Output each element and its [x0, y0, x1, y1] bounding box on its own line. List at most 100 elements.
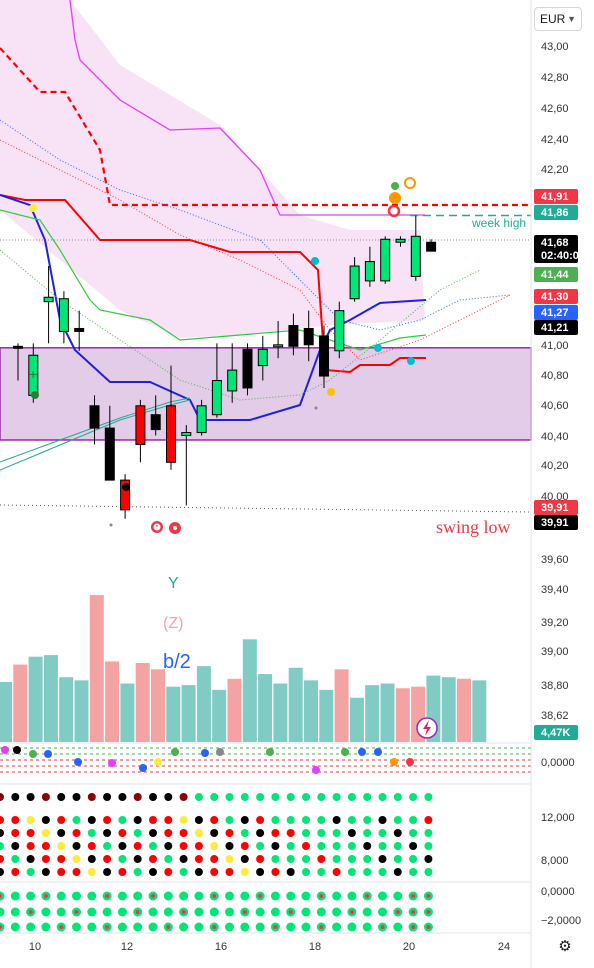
swing-low-line	[0, 504, 532, 513]
volume-bar	[0, 681, 12, 742]
candle-body	[380, 238, 391, 282]
pane2-signal-dot	[41, 829, 50, 837]
volume-bar	[212, 689, 227, 742]
price-tag-label: 41,68	[541, 237, 569, 249]
candle-body	[349, 265, 360, 300]
settings-gear-icon[interactable]: ⚙	[558, 938, 572, 955]
pane2-signal-dot	[210, 842, 219, 850]
pane3-signal-dot	[209, 907, 219, 917]
price-tag: 41,30	[534, 289, 578, 304]
pane3-signal-dot	[87, 907, 97, 917]
pane3-signal-core	[74, 910, 79, 914]
pane1-signal-dot	[312, 766, 320, 774]
signal-markers: +	[29, 177, 416, 527]
pane2-signal-dot	[378, 855, 387, 863]
volume-bar	[334, 669, 349, 742]
alarm-clock-icon[interactable]	[151, 521, 163, 533]
signal-dot	[374, 344, 382, 352]
pane2-signal-dot	[103, 793, 112, 801]
signal-ring-orange	[404, 177, 416, 189]
pane2-signal-dot	[393, 829, 402, 837]
time-tick-label: 12	[121, 941, 133, 953]
price-axis[interactable]: 43,00 42,80 42,60 42,40 42,20 41,00 40,80 40,60…	[530, 0, 581, 968]
pane2-signal-dot	[133, 868, 142, 876]
pane1-signal-dot	[358, 748, 366, 756]
pane2-signal-dot	[26, 829, 35, 837]
time-axis[interactable]: 10 12 16 18 20 24	[0, 932, 531, 953]
candle	[319, 325, 329, 388]
pane2-signal-dot	[26, 868, 35, 876]
pane2-signal-dot	[302, 829, 310, 837]
small-dot	[109, 523, 113, 527]
candle	[211, 343, 222, 418]
currency-selector[interactable]: EUR ▼	[534, 7, 582, 31]
pane2-signal-dot	[57, 816, 66, 824]
pane2-signal-dot	[271, 855, 280, 863]
pane2-signal-dot	[41, 842, 50, 850]
pane2-signal-dot	[347, 855, 356, 863]
pane2-signal-dot	[72, 868, 81, 876]
pane2-signal-dot	[302, 868, 310, 876]
pane3-signal-dot	[270, 907, 280, 917]
volume-bar	[380, 683, 395, 742]
pane2-signal-dot	[87, 855, 96, 863]
pane2-signal-dot	[149, 868, 157, 876]
pane2-signal-dot	[363, 868, 372, 876]
pane2-signal-dot	[302, 816, 310, 824]
candle	[334, 301, 345, 359]
pane3-signal-core	[258, 894, 263, 898]
price-tag: 41,27	[534, 305, 578, 320]
pane2-signal-dot	[41, 855, 50, 863]
volume-bar	[135, 663, 150, 742]
pane1-signal-dot	[216, 748, 224, 756]
pane2-signal-dot	[286, 829, 295, 837]
lightning-icon[interactable]	[416, 717, 438, 739]
indicator-lines	[0, 47, 532, 513]
candle	[257, 335, 268, 381]
pane2-signal-dot	[164, 855, 173, 863]
pane2-signal-dot	[194, 868, 203, 876]
pane3-signal-core	[411, 910, 416, 914]
pane3-signal-dot	[332, 922, 342, 932]
price-tag-bg	[534, 725, 578, 740]
candle-body	[410, 235, 421, 277]
candle-body	[334, 310, 345, 352]
price-tag-label: 41,86	[541, 207, 569, 219]
volume-bar	[74, 680, 89, 742]
price-tick-label: 42,40	[541, 134, 569, 146]
price-tag-label: 41,30	[541, 291, 569, 303]
pane2-signal-dot	[332, 829, 341, 837]
candle	[273, 321, 284, 359]
candle-body	[181, 432, 192, 437]
volume-bar	[196, 666, 211, 742]
price-tag-bg	[534, 500, 578, 515]
pane3-signal-dot	[87, 922, 97, 932]
pane2-signal-dot	[225, 842, 234, 850]
alert-dot-icon[interactable]	[169, 522, 181, 534]
pane2-signal-dot	[103, 842, 112, 850]
pane3-signal-dot	[240, 922, 250, 932]
pane2-signal-dot	[317, 842, 326, 850]
candle-body	[120, 479, 131, 511]
candle-body	[166, 405, 176, 463]
pane2-signal-dot	[424, 793, 433, 801]
volume-bar	[43, 655, 58, 742]
pane2-signal-dot	[317, 829, 326, 837]
candle	[349, 257, 360, 302]
pane2-signal-dot	[378, 816, 387, 824]
pane3-signal-core	[426, 910, 431, 914]
price-tag-label: 4,47K	[541, 727, 570, 739]
price-tick-label: 41,00	[541, 340, 569, 352]
pane2-signal-dot	[210, 868, 219, 876]
pane2-signal-dot	[57, 868, 66, 876]
pane2-signal-dot	[363, 793, 372, 801]
price-tick-label: 40,40	[541, 431, 569, 443]
pane3-signal-core	[242, 910, 247, 914]
volume-bar	[441, 677, 456, 742]
candle-body	[303, 327, 314, 346]
candle	[395, 236, 406, 247]
pane3-signal-dot	[133, 891, 143, 901]
price-tag-label: 41,27	[541, 307, 569, 319]
ichimoku-cloud	[0, 0, 425, 338]
